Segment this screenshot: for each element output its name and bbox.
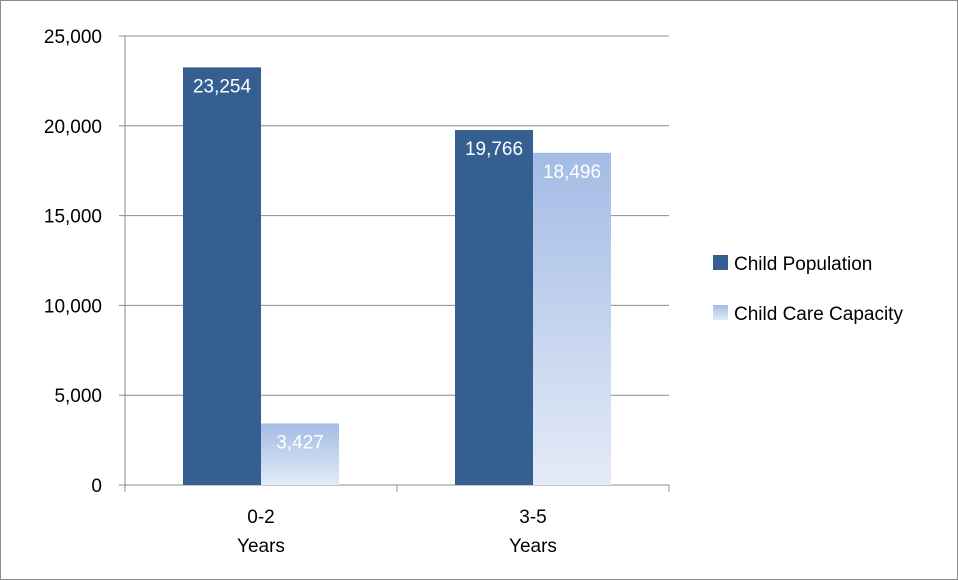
legend-swatch: [713, 305, 728, 320]
bar: [261, 423, 339, 485]
legend: Child Population Child Care Capacity: [713, 254, 903, 325]
data-label: 19,766: [465, 139, 523, 160]
bar: [183, 67, 261, 486]
bar: [455, 130, 533, 486]
x-category-label: 3-5: [519, 507, 546, 528]
y-tick-label: 25,000: [44, 27, 102, 48]
x-category-label: 0-2: [247, 507, 274, 528]
data-label: 23,254: [193, 76, 252, 97]
y-tick-label: 20,000: [44, 117, 102, 138]
axes: 0 5,000 10,000 15,000 20,000 25,000 0-2 Years 3-…: [44, 27, 670, 557]
data-label: 18,496: [543, 162, 601, 183]
data-label: 3,427: [276, 432, 324, 453]
bars: [183, 67, 611, 486]
y-tick-label: 10,000: [44, 296, 102, 317]
y-tick-label: 0: [91, 476, 102, 497]
x-category-label: Years: [509, 536, 557, 557]
y-tick-label: 5,000: [54, 386, 102, 407]
legend-label: Child Care Capacity: [734, 304, 903, 325]
x-category-label: Years: [237, 536, 285, 557]
data-labels: 23,254 19,766 3,427 18,496: [193, 76, 601, 453]
bar: [533, 152, 611, 486]
legend-label: Child Population: [734, 254, 872, 275]
legend-swatch: [713, 255, 728, 270]
y-tick-label: 15,000: [44, 207, 102, 228]
